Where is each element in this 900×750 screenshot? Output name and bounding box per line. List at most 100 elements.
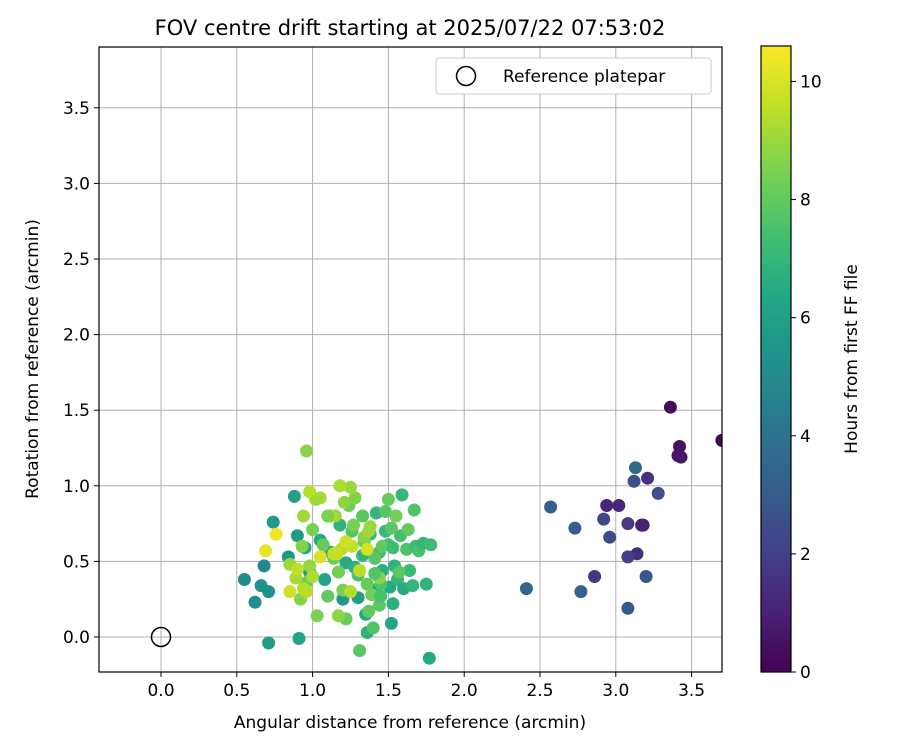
data-point	[597, 512, 611, 526]
data-point	[621, 601, 635, 615]
data-point	[321, 509, 335, 523]
x-tick-label: 2.5	[526, 681, 553, 701]
colorbar-tick-label: 8	[800, 191, 811, 211]
data-point	[237, 573, 251, 586]
y-tick-label: 1.5	[63, 401, 90, 421]
colorbar-tick-label: 0	[800, 663, 811, 683]
data-point	[395, 488, 409, 502]
data-point	[360, 542, 374, 556]
y-tick-label: 0.0	[63, 628, 90, 648]
colorbar-tick-label: 2	[800, 545, 811, 565]
data-point	[337, 495, 351, 509]
x-axis-label: Angular distance from reference (arcmin)	[234, 713, 586, 733]
data-point	[331, 609, 345, 623]
data-point	[368, 567, 382, 580]
data-point	[651, 486, 665, 500]
data-point	[306, 523, 320, 537]
data-point	[621, 517, 635, 531]
data-point	[674, 450, 688, 464]
data-point	[366, 621, 380, 635]
data-point	[290, 562, 304, 576]
data-point	[287, 489, 301, 503]
data-point	[403, 564, 417, 577]
data-point	[363, 520, 377, 534]
data-point	[300, 585, 313, 599]
data-point	[348, 491, 362, 505]
data-point	[310, 609, 324, 623]
data-point	[639, 570, 653, 583]
data-point	[318, 573, 332, 586]
y-tick-label: 0.5	[63, 552, 90, 572]
data-point	[262, 585, 276, 599]
data-point	[621, 550, 635, 564]
data-point	[588, 570, 602, 583]
data-point	[316, 538, 330, 552]
data-point	[368, 551, 382, 565]
data-point	[422, 651, 436, 665]
data-point	[292, 632, 306, 645]
data-point	[360, 577, 374, 591]
data-point	[313, 550, 327, 564]
data-point	[663, 400, 677, 414]
data-point	[386, 597, 400, 611]
data-point	[257, 559, 271, 573]
data-point	[424, 538, 438, 552]
data-point	[331, 565, 345, 579]
y-tick-label: 2.0	[63, 326, 90, 346]
chart-title: FOV centre drift starting at 2025/07/22 …	[155, 16, 666, 40]
y-tick-label: 3.5	[63, 99, 90, 119]
colorbar: 0 2 4 6 8 10 Hours from first FF file	[760, 45, 862, 683]
data-point	[627, 474, 641, 488]
data-point	[629, 461, 642, 475]
data-point	[356, 509, 370, 523]
data-point	[259, 544, 273, 558]
colorbar-ticks: 0 2 4 6 8 10	[791, 72, 822, 683]
x-tick-label: 0.0	[147, 681, 174, 701]
y-axis-ticks: 0.0 0.5 1.0 1.5 2.0 2.5 3.0 3.5	[63, 99, 99, 648]
data-point	[635, 518, 649, 532]
data-point	[519, 582, 533, 596]
data-point	[347, 518, 360, 532]
data-point	[384, 616, 398, 630]
data-point	[321, 589, 335, 603]
data-point	[389, 509, 403, 523]
colorbar-tick-label: 10	[800, 72, 822, 92]
data-point	[353, 644, 367, 658]
data-point	[568, 521, 582, 535]
data-point	[295, 539, 309, 553]
data-point	[269, 527, 283, 541]
y-tick-label: 1.0	[63, 477, 90, 497]
colorbar-tick-label: 4	[800, 427, 811, 447]
data-point	[378, 505, 392, 518]
data-points	[237, 400, 722, 665]
legend-label: Reference platepar	[503, 67, 665, 87]
data-point	[401, 523, 415, 537]
x-tick-label: 3.0	[602, 681, 629, 701]
data-point	[603, 530, 617, 544]
data-point	[333, 479, 347, 493]
legend-marker	[455, 65, 477, 87]
data-point	[344, 480, 357, 494]
plot-frame	[98, 46, 723, 673]
legend: Reference platepar	[435, 57, 712, 95]
data-point	[384, 521, 398, 535]
y-tick-label: 3.0	[63, 174, 90, 194]
x-tick-label: 1.5	[375, 681, 402, 701]
data-point	[290, 529, 304, 543]
data-point	[283, 585, 297, 599]
data-point	[641, 471, 655, 485]
reference-platepar-point	[150, 626, 172, 648]
x-tick-label: 0.5	[223, 681, 250, 701]
legend-box	[435, 57, 712, 95]
x-axis-ticks: 0.0 0.5 1.0 1.5 2.0 2.5 3.0 3.5	[147, 672, 705, 701]
data-point	[715, 433, 722, 447]
colorbar-gradient	[760, 45, 792, 673]
x-tick-label: 1.0	[299, 681, 326, 701]
data-point	[306, 570, 320, 583]
colorbar-tick-label: 6	[800, 309, 811, 329]
grid	[99, 47, 722, 672]
data-point	[374, 589, 388, 603]
reference-marker	[150, 626, 172, 648]
data-point	[600, 499, 614, 512]
